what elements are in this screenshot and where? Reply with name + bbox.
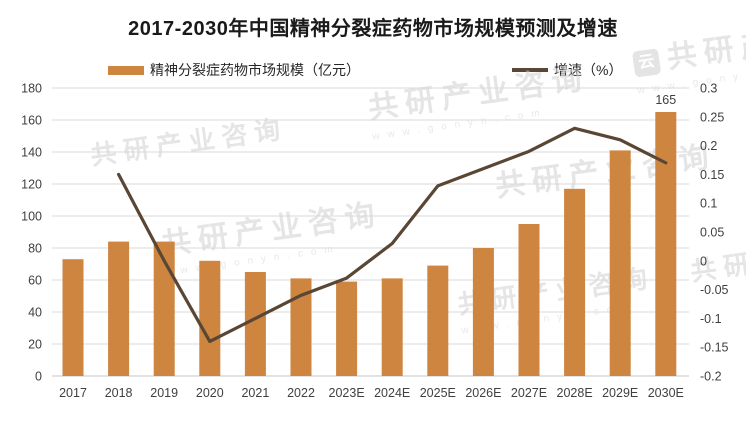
bar-2017 <box>62 259 84 376</box>
right-axis-tick-label: 0.1 <box>700 197 717 211</box>
bar-2030E <box>655 112 677 376</box>
x-axis-label: 2020 <box>196 386 224 400</box>
right-axis-tick-label: 0.05 <box>700 226 724 240</box>
x-axis-label: 2023E <box>329 386 365 400</box>
bar-series-swatch <box>108 65 144 75</box>
x-axis-label: 2022 <box>287 386 315 400</box>
right-axis-tick-label: -0.15 <box>700 341 729 355</box>
chart-title: 2017-2030年中国精神分裂症药物市场规模预测及增速 <box>128 18 618 40</box>
right-axis-tick-label: 0.15 <box>700 168 724 182</box>
bar-2024E <box>381 278 403 376</box>
growth-line <box>116 126 668 344</box>
x-axis-label: 2024E <box>374 386 410 400</box>
right-axis-tick-label: 0 <box>700 254 707 268</box>
left-axis-tick-label: 20 <box>28 338 42 352</box>
left-axis-tick-label: 120 <box>21 178 42 192</box>
right-axis-tick-label: 0.2 <box>700 139 717 153</box>
left-axis-tick-label: 0 <box>35 370 42 384</box>
x-axis-label: 2028E <box>557 386 593 400</box>
right-axis-tick-label: -0.1 <box>700 312 722 326</box>
bar-2029E <box>609 150 631 376</box>
left-axis-tick-label: 180 <box>21 82 42 96</box>
x-axis-label: 2030E <box>648 386 684 400</box>
bar-2025E <box>427 265 449 376</box>
left-axis-tick-label: 160 <box>21 114 42 128</box>
x-axis-label: 2018 <box>105 386 133 400</box>
bar-2023E <box>336 281 358 376</box>
x-axis-label: 2027E <box>511 386 547 400</box>
legend-label-growth: 增速（%） <box>554 62 623 78</box>
legend-item-growth: 增速（%） <box>512 60 622 80</box>
x-axis-label: 2025E <box>420 386 456 400</box>
legend: 精神分裂症药物市场规模（亿元） 增速（%） <box>0 60 746 82</box>
x-axis-label: 2019 <box>150 386 178 400</box>
right-axis-tick-label: 0.25 <box>700 110 724 124</box>
bar-2021 <box>244 272 266 376</box>
left-axis-tick-label: 100 <box>21 210 42 224</box>
left-axis-tick-label: 80 <box>28 242 42 256</box>
bar-2018 <box>108 241 130 376</box>
x-axis-label: 2021 <box>241 386 269 400</box>
legend-item-market-size: 精神分裂症药物市场规模（亿元） <box>108 60 360 80</box>
bar-2026E <box>472 248 494 376</box>
x-axis-label: 2029E <box>602 386 638 400</box>
right-axis-tick-label: -0.2 <box>700 370 722 384</box>
bar-data-label-2030E: 165 <box>655 93 676 107</box>
legend-label-market-size: 精神分裂症药物市场规模（亿元） <box>150 62 360 78</box>
left-axis-tick-label: 60 <box>28 274 42 288</box>
right-axis-tick-label: 0.3 <box>700 82 717 96</box>
bar-2027E <box>518 224 540 376</box>
x-axis-label: 2026E <box>465 386 501 400</box>
x-axis-label: 2017 <box>59 386 87 400</box>
left-axis-tick-label: 140 <box>21 146 42 160</box>
bar-2028E <box>564 188 586 376</box>
line-series-swatch <box>512 68 548 72</box>
bar-2019 <box>153 241 175 376</box>
left-axis-tick-label: 40 <box>28 306 42 320</box>
bar-2020 <box>199 260 221 376</box>
bar-2022 <box>290 278 312 376</box>
right-axis-tick-label: -0.05 <box>700 283 729 297</box>
